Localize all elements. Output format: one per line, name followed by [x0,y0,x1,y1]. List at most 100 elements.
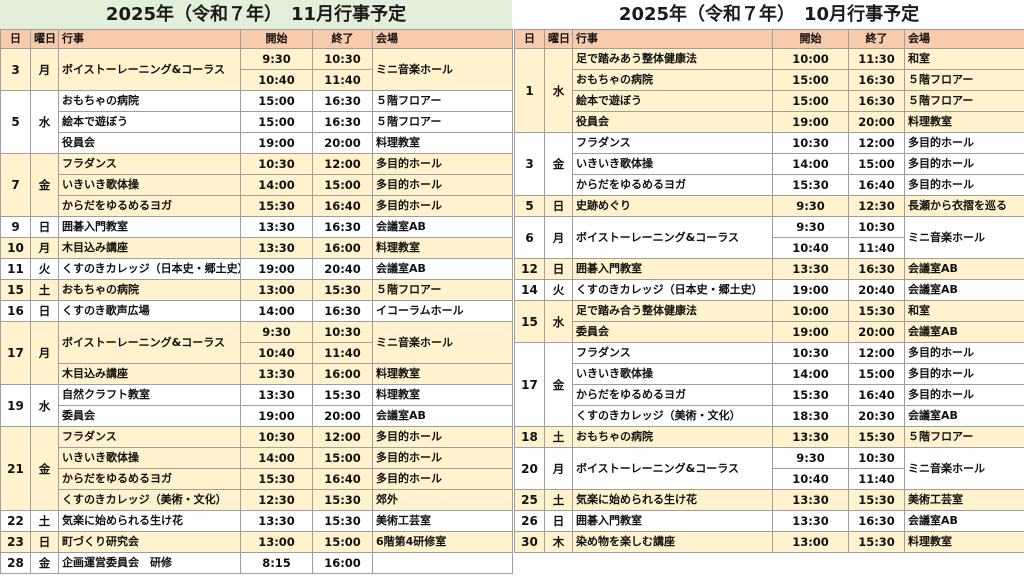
start-cell: 9:30 [240,321,313,343]
start-cell: 13:00 [240,279,313,301]
end-cell: 15:00 [312,531,373,553]
end-cell: 16:30 [312,111,373,133]
weekday-cell: 金 [544,342,573,427]
schedule-row: 役員会 19:00 20:00 料理教室 [515,111,1024,133]
event-cell: 役員会 [572,111,773,133]
november-title: 2025年（令和７年） 11月行事予定 [0,0,512,29]
day-cell: 15 [514,300,545,343]
venue-cell [372,552,513,574]
schedule-row: 委員会 19:00 20:00 会議室AB [1,405,513,427]
venue-cell: 会議室AB [372,216,513,238]
start-cell: 13:30 [240,510,313,532]
venue-cell: 会議室AB [904,321,1024,343]
start-cell: 15:30 [240,195,313,217]
header-start: 開始 [240,29,313,49]
header-end: 終了 [312,29,373,49]
schedule-row: 25 土気楽に始められる生け花 13:30 15:30 美術工芸室 [514,489,1024,511]
weekday-cell: 日 [30,216,59,238]
end-cell: 16:30 [848,90,905,112]
end-cell: 15:30 [848,531,905,553]
start-cell: 14:00 [240,300,313,322]
weekday-cell: 日 [30,531,59,553]
day-cell: 3 [514,132,545,196]
schedule-row: 22 土気楽に始められる生け花 13:30 15:30 美術工芸室 [0,510,513,532]
schedule-row: 9 日囲碁入門教室 13:30 16:30 会議室AB [0,216,513,238]
october-title: 2025年（令和７年） 10月行事予定 [514,0,1024,29]
venue-cell: ５階フロアー [372,90,513,112]
day-cell: 14 [514,279,545,301]
start-cell: 15:00 [772,90,849,112]
end-cell: 16:00 [312,363,373,385]
start-cell: 15:30 [772,384,849,406]
end-cell: 16:40 [848,174,905,196]
venue-cell: 6階第4研修室 [372,531,513,553]
day-cell: 17 [514,342,545,427]
start-cell: 13:30 [240,384,313,406]
weekday-cell: 金 [30,552,59,574]
venue-cell: ミニ音楽ホール [904,447,1024,490]
event-cell: 囲碁入門教室 [58,216,241,238]
weekday-cell: 金 [30,426,59,511]
end-cell: 10:30 [312,321,373,343]
end-cell: 10:30 [848,447,905,469]
start-cell: 14:00 [772,363,849,385]
weekday-cell: 土 [30,510,59,532]
event-cell: 囲碁入門教室 [572,258,773,280]
start-cell: 10:40 [240,69,313,91]
start-cell: 10:30 [240,153,313,175]
november-table: 日 曜日 行事 開始 終了 会場 3 月ボイストーレーニング&コーラス 9:30 10… [0,29,513,574]
event-cell: 気楽に始められる生け花 [58,510,241,532]
event-cell: 絵本で遊ぼう [572,90,773,112]
end-cell: 16:30 [848,69,905,91]
schedule-row: 7 金フラダンス 10:30 12:00 多目的ホール [0,153,513,217]
end-cell: 11:40 [312,69,373,91]
schedule-row: 10 月木目込み講座 13:30 16:00 料理教室 [0,237,513,259]
venue-cell: 長瀬から衣摺を巡る [904,195,1024,217]
weekday-cell: 日 [544,195,573,217]
start-cell: 10:40 [772,468,849,490]
start-cell: 14:00 [772,153,849,175]
header-day: 日 [514,29,545,49]
end-cell: 15:30 [848,300,905,322]
venue-cell: 多目的ホール [372,426,513,448]
day-cell: 11 [0,258,31,280]
venue-cell: 多目的ホール [372,153,513,175]
end-cell: 16:30 [848,258,905,280]
event-cell: ボイストーレーニング&コーラス [58,321,241,364]
day-cell: 1 [514,48,545,133]
day-cell: 28 [0,552,31,574]
weekday-cell: 火 [544,279,573,301]
schedule-row: 21 金フラダンス 10:30 12:00 多目的ホール [0,426,513,511]
end-cell: 11:40 [848,237,905,259]
schedule-row: 14 火くすのきカレッジ（日本史・郷土史） 19:00 20:40 会議室AB [514,279,1024,301]
start-cell: 9:30 [240,48,313,70]
end-cell: 12:00 [312,153,373,175]
schedule-row: 15 土おもちゃの病院 13:00 15:30 ５階フロアー [0,279,513,301]
weekday-cell: 月 [544,447,573,490]
end-cell: 20:00 [312,132,373,154]
day-cell: 10 [0,237,31,259]
end-cell: 16:30 [312,216,373,238]
start-cell: 15:00 [240,111,313,133]
start-cell: 13:30 [240,363,313,385]
start-cell: 13:00 [772,531,849,553]
weekday-cell: 水 [30,90,59,154]
day-cell: 18 [514,426,545,448]
weekday-cell: 月 [30,48,59,91]
event-cell: くすのき歌声広場 [58,300,241,322]
end-cell: 16:30 [312,90,373,112]
schedule-row: 6 月ボイストーレーニング&コーラス 9:30 10:30 ミニ音楽ホール [514,216,1024,259]
venue-cell: 料理教室 [904,111,1024,133]
event-cell: フラダンス [58,153,241,175]
start-cell: 9:30 [772,447,849,469]
day-cell: 16 [0,300,31,322]
start-cell: 15:00 [772,69,849,91]
end-cell: 16:40 [312,195,373,217]
venue-cell: 料理教室 [372,384,513,406]
venue-cell: 会議室AB [904,258,1024,280]
weekday-cell: 月 [544,216,573,259]
day-cell: 12 [514,258,545,280]
schedule-row: 1 水足で踏みあう整体健康法 10:00 11:30 和室 [514,48,1024,133]
schedule-row: いきいき歌体操 14:00 15:00 多目的ホール [515,363,1024,385]
